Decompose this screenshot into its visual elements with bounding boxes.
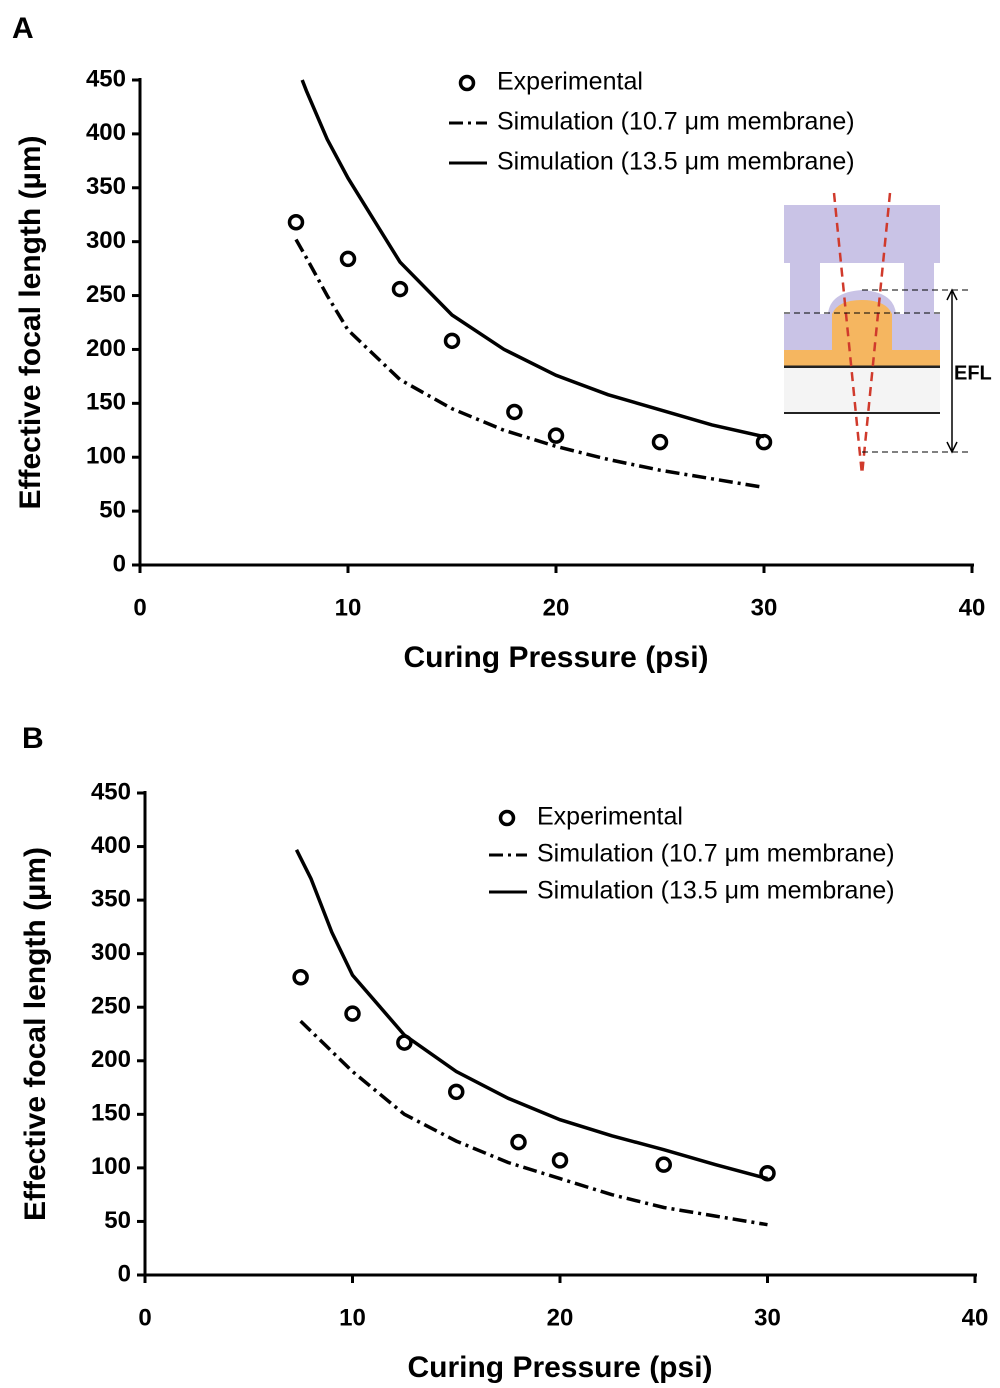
inset-diagram: EFL [784, 192, 992, 476]
x-tick-label: 0 [133, 594, 146, 621]
y-axis-label: Effective focal length (µm) [14, 135, 47, 509]
y-tick-label: 450 [86, 65, 126, 92]
legend-text: Experimental [497, 68, 643, 96]
data-point [292, 968, 309, 986]
data-point [551, 1152, 569, 1169]
data-point [443, 332, 461, 350]
y-tick-label: 50 [99, 496, 126, 523]
y-tick-label: 50 [104, 1207, 131, 1234]
legend-marker [458, 74, 476, 92]
legend-marker [498, 809, 516, 827]
y-tick-label: 400 [91, 832, 131, 859]
data-point [448, 1083, 465, 1101]
y-tick-label: 300 [91, 939, 131, 966]
panel-label: A [12, 12, 34, 45]
x-tick-label: 0 [138, 1304, 151, 1331]
data-point [339, 250, 357, 268]
y-tick-label: 100 [86, 443, 126, 470]
legend-text: Simulation (10.7 μm membrane) [537, 840, 895, 868]
x-tick-label: 20 [543, 594, 570, 621]
x-tick-label: 30 [754, 1304, 781, 1331]
x-axis-label: Curing Pressure (psi) [407, 1351, 712, 1384]
x-tick-label: 40 [962, 1304, 989, 1331]
y-tick-label: 100 [91, 1153, 131, 1180]
x-tick-label: 30 [751, 594, 778, 621]
series-line [299, 1019, 768, 1227]
data-point [651, 433, 669, 451]
legend-text: Experimental [537, 803, 683, 831]
data-point [655, 1156, 672, 1173]
y-tick-label: 350 [86, 173, 126, 200]
y-tick-label: 250 [91, 993, 131, 1020]
y-tick-label: 200 [86, 335, 126, 362]
legend-text: Simulation (13.5 μm membrane) [537, 877, 895, 905]
series-line [294, 238, 765, 490]
x-tick-label: 40 [959, 594, 986, 621]
y-tick-label: 150 [86, 389, 126, 416]
y-tick-label: 450 [91, 778, 131, 805]
series-line [294, 849, 768, 1181]
data-point [344, 1005, 361, 1022]
y-axis-label: Effective focal length (µm) [19, 847, 52, 1221]
data-point [391, 280, 409, 298]
x-tick-label: 10 [339, 1304, 366, 1331]
data-point [547, 427, 565, 444]
y-tick-label: 300 [86, 227, 126, 254]
y-tick-label: 250 [86, 281, 126, 308]
panel-label: B [22, 722, 44, 755]
x-tick-label: 10 [335, 594, 362, 621]
x-axis-label: Curing Pressure (psi) [403, 641, 708, 674]
y-tick-label: 200 [91, 1046, 131, 1073]
series-line [300, 79, 765, 439]
y-tick-label: 0 [118, 1260, 131, 1287]
inset-label: EFL [954, 362, 992, 384]
x-tick-label: 20 [547, 1304, 574, 1331]
y-tick-label: 350 [91, 885, 131, 912]
data-point [755, 433, 773, 451]
data-point [510, 1133, 527, 1151]
y-tick-label: 150 [91, 1100, 131, 1127]
legend-text: Simulation (13.5 μm membrane) [497, 148, 855, 176]
data-point [506, 403, 523, 421]
data-point [287, 214, 305, 231]
y-tick-label: 400 [86, 119, 126, 146]
y-tick-label: 0 [113, 550, 126, 577]
legend-text: Simulation (10.7 μm membrane) [497, 108, 855, 136]
